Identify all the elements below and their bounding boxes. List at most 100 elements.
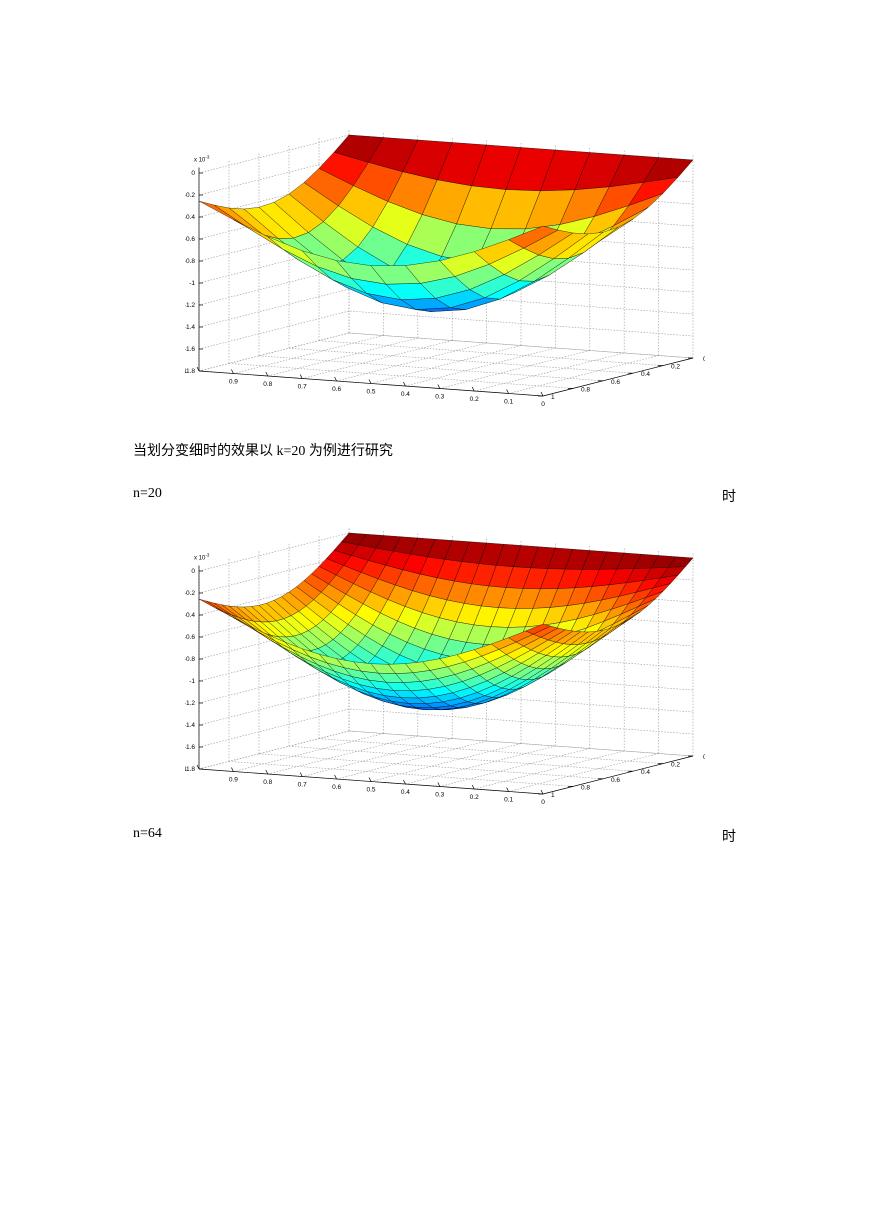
grid-line <box>198 332 350 372</box>
z-tick-label: 0 <box>191 568 195 575</box>
grid-line <box>439 748 590 787</box>
z-tick-label: 0 <box>191 170 195 177</box>
grid-line <box>370 743 522 782</box>
z-tick-label: -0.4 <box>185 214 195 221</box>
x-tick <box>368 777 372 782</box>
grid-line <box>258 355 604 382</box>
grid-line <box>405 745 556 785</box>
x-tick-label: 1 <box>185 766 187 773</box>
x-tick <box>506 389 509 394</box>
y-tick-label: 1 <box>551 792 555 799</box>
x-tick-label: 0.3 <box>435 394 444 401</box>
x-tick <box>265 769 269 775</box>
x-tick <box>471 784 475 790</box>
surface <box>198 134 694 312</box>
x-tick <box>196 764 200 770</box>
label-n64-suffix: 时 <box>722 830 736 845</box>
grid-line <box>258 753 604 780</box>
grid-line <box>302 340 453 379</box>
z-tick-label: -0.6 <box>185 236 195 243</box>
z-tick-label: -0.4 <box>185 612 195 619</box>
y-tick-label: 1 <box>551 394 555 401</box>
surface <box>198 532 694 710</box>
grid-line <box>288 745 634 772</box>
x-tick-label: 0.2 <box>470 396 479 403</box>
grid-line <box>288 347 634 374</box>
grid-line <box>198 730 694 770</box>
x-tick-label: 1 <box>185 368 187 375</box>
grid-line <box>228 363 574 389</box>
x-tick <box>403 381 406 387</box>
y-tick-label: 0.4 <box>641 371 650 378</box>
grid-line <box>474 750 625 790</box>
grid-line <box>267 735 418 775</box>
x-tick <box>403 779 406 785</box>
x-tick-label: 0.3 <box>435 792 444 799</box>
label-n64: n=64 <box>133 826 162 841</box>
grid-line <box>233 335 384 374</box>
x-tick-label: 0 <box>541 401 545 408</box>
x-tick <box>368 379 372 384</box>
label-n20: n=20 <box>133 486 162 501</box>
scale-label: x 10-3 <box>194 155 210 164</box>
x-tick <box>437 384 441 389</box>
x-tick-label: 0.4 <box>401 391 410 398</box>
z-tick-label: -1 <box>189 280 195 287</box>
x-tick <box>334 376 337 382</box>
y-tick-label: 0.2 <box>671 762 680 769</box>
grid-line <box>439 350 590 389</box>
y-tick-label: 0.8 <box>581 386 590 393</box>
z-tick-label: -1 <box>189 678 195 685</box>
z-tick-label: -1.4 <box>185 722 195 729</box>
grid-line <box>336 740 487 780</box>
grid-line <box>318 738 664 764</box>
y-tick-label: 0.4 <box>641 769 650 776</box>
x-tick-label: 0.8 <box>263 779 272 786</box>
grid-line <box>198 708 694 748</box>
grid-line <box>405 347 556 387</box>
z-tick-label: -0.2 <box>185 590 195 597</box>
x-tick-label: 0.6 <box>332 784 341 791</box>
x-tick <box>299 772 303 777</box>
grid-line <box>198 288 694 328</box>
grid-line <box>267 337 418 377</box>
x-tick-label: 0.1 <box>504 797 513 804</box>
x-tick-label: 0 <box>541 799 545 806</box>
x-tick <box>471 386 475 392</box>
grid-line <box>370 345 522 384</box>
grid-line <box>198 642 694 682</box>
y-tick-label: 0 <box>703 356 705 363</box>
paragraph-text: 当划分变细时的效果以 k=20 为例进行研究 <box>133 444 393 459</box>
y-axis <box>542 357 694 397</box>
surface-plot-2-svg: 0 -0.2 -0.4 -0.6 -0.8 -1 -1.2 -1.4 -1.6 -1.8 x 10-… <box>185 527 705 806</box>
x-tick <box>265 371 269 377</box>
z-tick-label: -0.8 <box>185 258 195 265</box>
x-tick-label: 0.8 <box>263 381 272 388</box>
z-tick-label: -0.8 <box>185 656 195 663</box>
grid-line <box>198 332 694 372</box>
x-tick-label: 0.4 <box>401 789 410 796</box>
grid-line <box>318 340 664 366</box>
x-tick <box>506 787 509 792</box>
grid-line <box>336 342 487 382</box>
surface-plot-2: 0 -0.2 -0.4 -0.6 -0.8 -1 -1.2 -1.4 -1.6 -1.8 x 10-… <box>185 518 705 813</box>
z-tick-label: -0.6 <box>185 634 195 641</box>
x-tick <box>196 366 200 372</box>
z-tick-label: -1.2 <box>185 700 195 707</box>
z-tick-label: -1.6 <box>185 744 195 751</box>
scale-exponent: -3 <box>205 553 209 558</box>
y-tick-label: 0.6 <box>611 379 620 386</box>
x-tick <box>437 782 441 787</box>
grid-line <box>198 310 694 350</box>
x-tick-label: 0.7 <box>298 782 307 789</box>
surface-plot-1-svg: 0 -0.2 -0.4 -0.6 -0.8 -1 -1.2 -1.4 -1.6 -1.8 x 10-… <box>185 129 705 408</box>
x-tick-label: 0.7 <box>298 384 307 391</box>
y-tick-label: 0.6 <box>611 777 620 784</box>
z-tick-label: -1.6 <box>185 346 195 353</box>
surface-plot-1: 0 -0.2 -0.4 -0.6 -0.8 -1 -1.2 -1.4 -1.6 -1.8 x 10-… <box>185 120 705 415</box>
y-tick-label: 0.8 <box>581 784 590 791</box>
x-tick <box>540 789 544 795</box>
x-tick-label: 0.6 <box>332 386 341 393</box>
grid-line <box>198 664 694 704</box>
surface-patch <box>508 225 559 249</box>
